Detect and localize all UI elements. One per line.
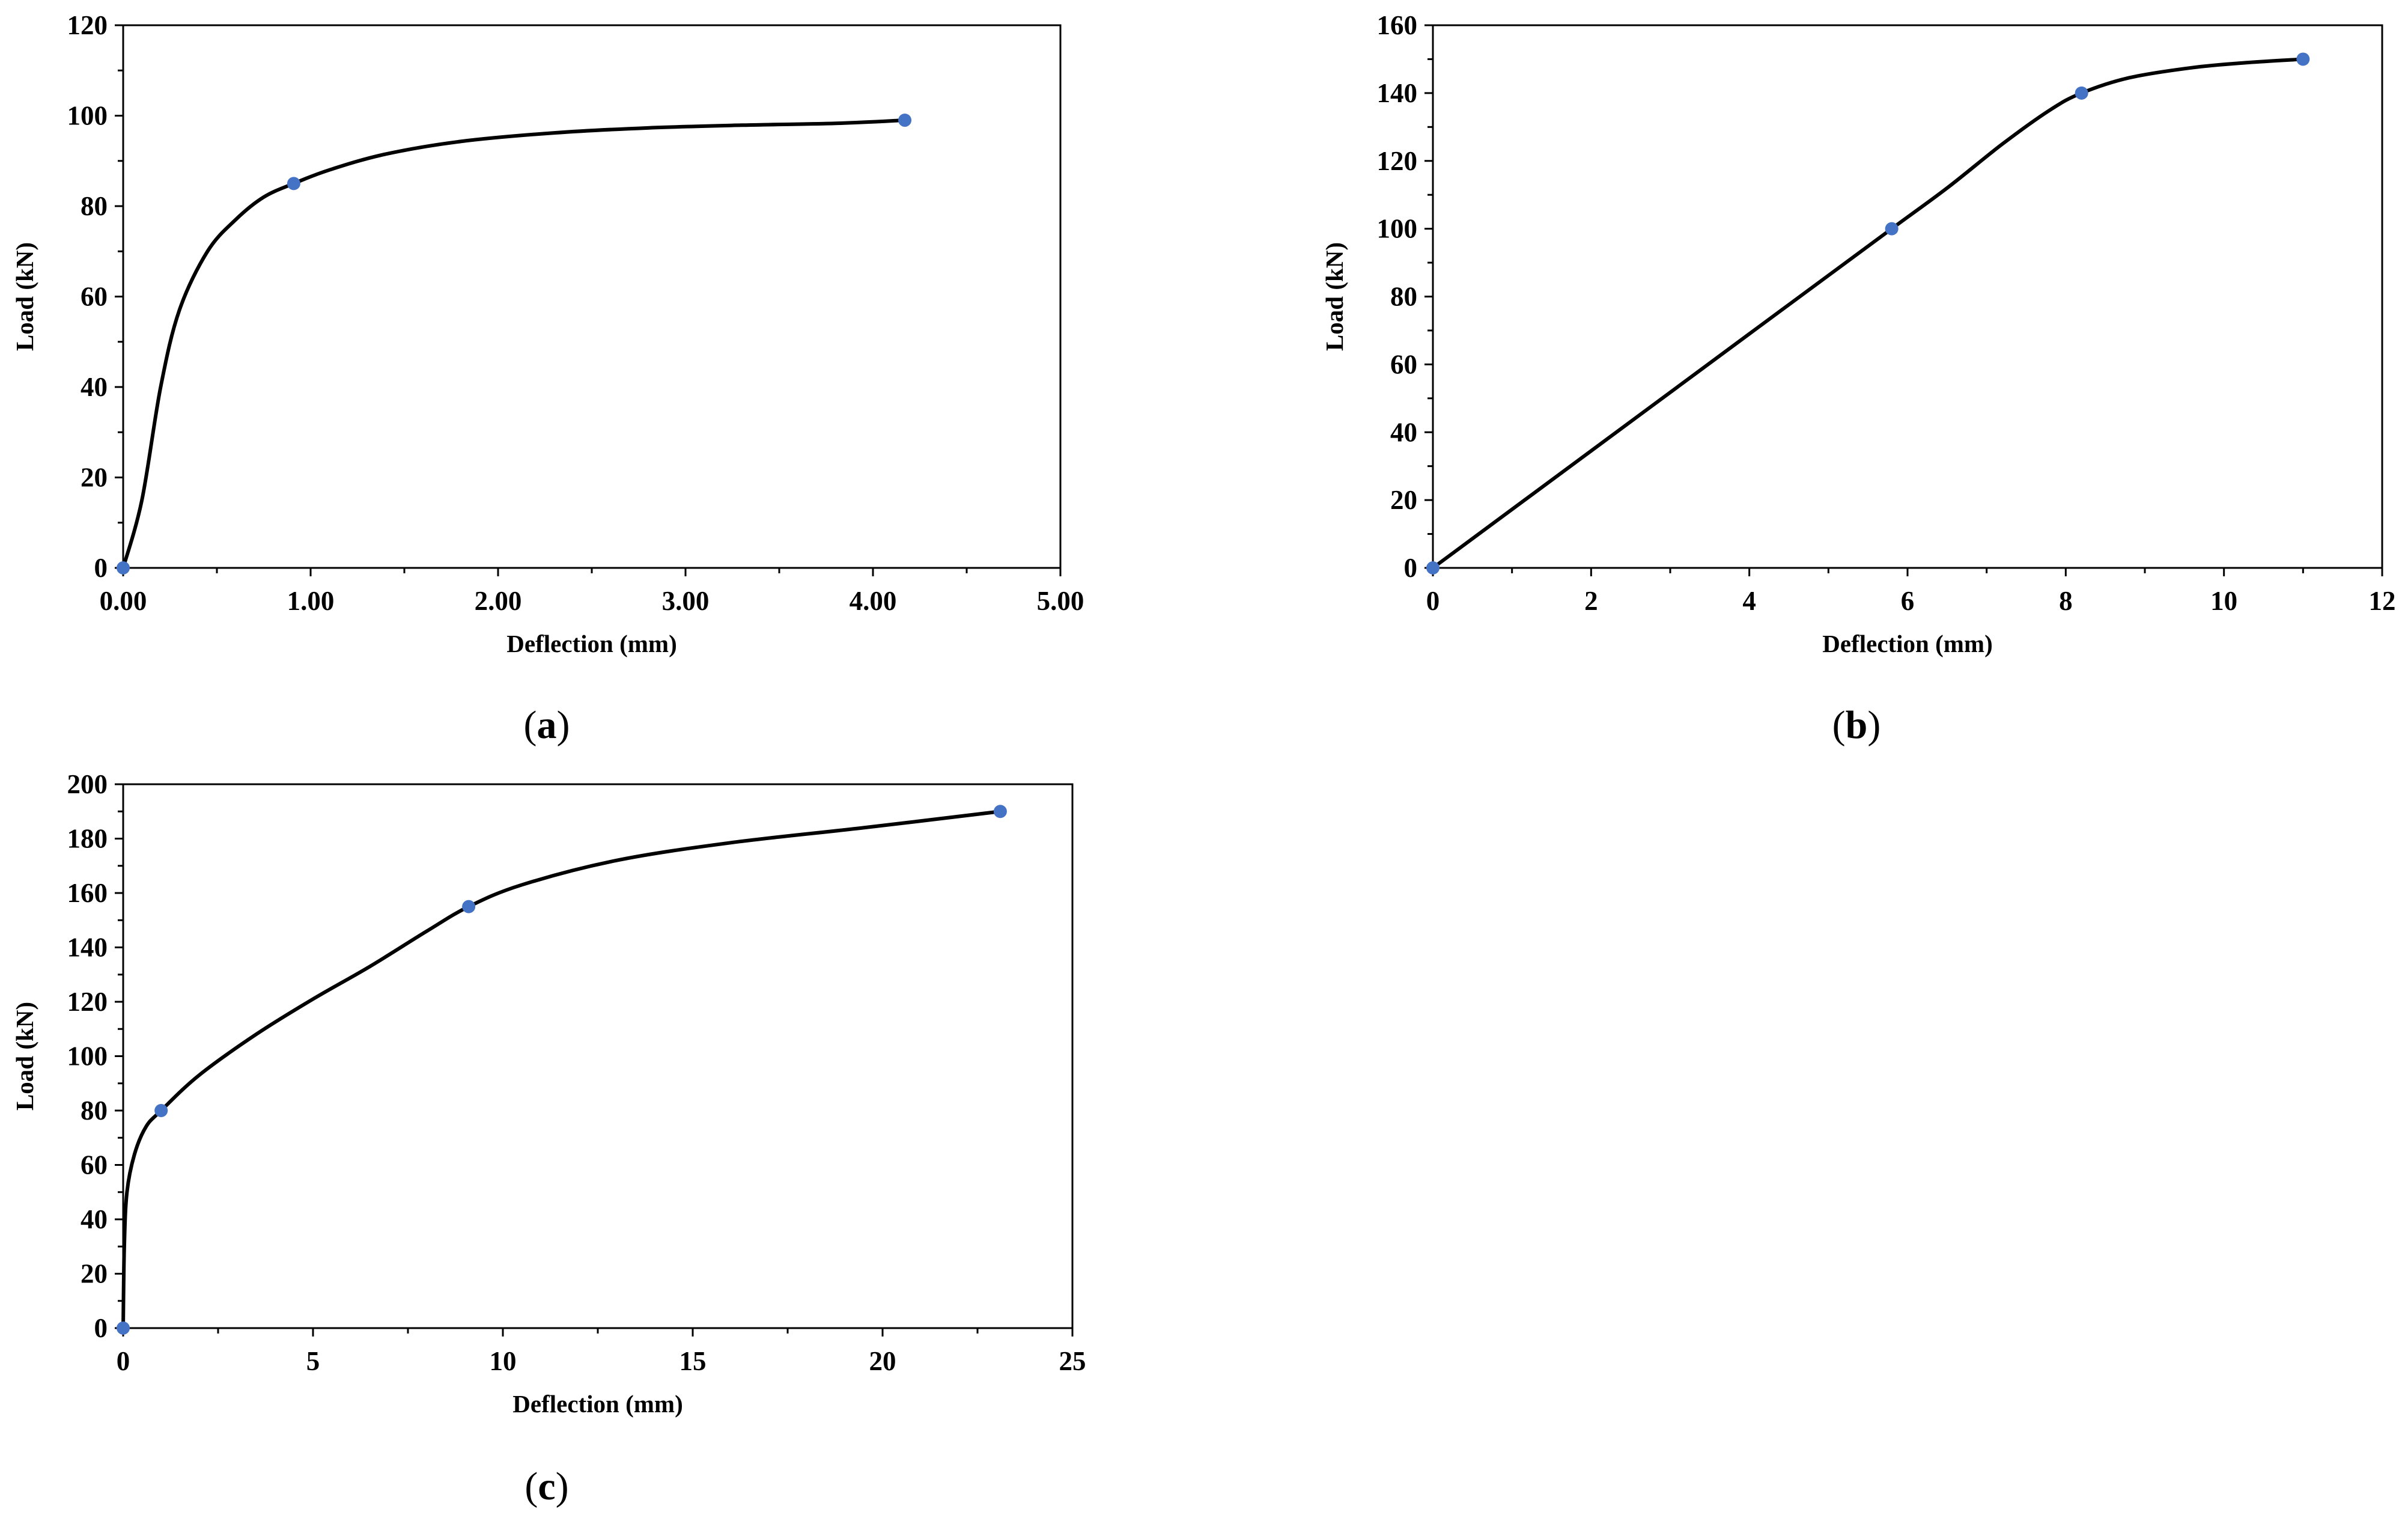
x-axis-title-a: Deflection (mm) — [506, 630, 676, 657]
x-tick-label-c: 15 — [680, 1346, 707, 1376]
y-tick-label-b: 160 — [1377, 10, 1418, 40]
data-point-b — [2075, 86, 2088, 100]
x-tick-label-a: 4.00 — [850, 586, 897, 616]
y-tick-label-a: 100 — [67, 101, 108, 131]
y-tick-label-c: 160 — [67, 878, 108, 908]
y-tick-label-b: 100 — [1377, 214, 1418, 244]
y-tick-label-a: 60 — [81, 282, 108, 312]
y-tick-label-a: 20 — [81, 463, 108, 493]
x-tick-label-a: 0.00 — [100, 586, 147, 616]
y-tick-label-c: 0 — [94, 1313, 108, 1343]
y-tick-label-b: 60 — [1390, 349, 1417, 379]
y-tick-label-a: 80 — [81, 191, 108, 221]
y-tick-label-c: 120 — [67, 987, 108, 1017]
series-line-a — [121, 118, 907, 570]
data-point-b — [1885, 222, 1899, 236]
data-point-c — [117, 1321, 130, 1335]
plot-area-a — [122, 24, 1062, 569]
x-tick-label-a: 3.00 — [662, 586, 710, 616]
x-tick-label-a: 5.00 — [1037, 586, 1084, 616]
x-tick-label-a: 2.00 — [475, 586, 522, 616]
y-tick-label-b: 120 — [1377, 146, 1418, 176]
chart-c: 0 5 10 15 20 25 0 20 40 60 80 100 120 140 160 180 200 Def… — [11, 769, 1086, 1418]
panel-label-b: (b) — [1832, 703, 1881, 747]
y-tick-label-a: 0 — [94, 553, 108, 583]
panel-letter-c: c — [538, 1465, 555, 1508]
data-point-b — [2296, 52, 2310, 66]
x-axis-title-b: Deflection (mm) — [1822, 630, 1992, 657]
y-tick-label-b: 140 — [1377, 78, 1418, 108]
x-tick-label-b: 8 — [2059, 586, 2073, 616]
y-tick-label-c: 140 — [67, 933, 108, 963]
x-tick-label-c: 25 — [1059, 1346, 1086, 1376]
x-tick-label-c: 20 — [869, 1346, 896, 1376]
chart-a: 0.00 1.00 2.00 3.00 4.00 5.00 0 20 40 60 80 100 120 D… — [11, 10, 1084, 657]
x-tick-label-c: 0 — [117, 1346, 130, 1376]
y-tick-label-c: 100 — [67, 1041, 108, 1071]
y-tick-label-a: 40 — [81, 372, 108, 402]
chart-b: 0 2 4 6 8 10 12020406080100120140160Deflection… — [1321, 10, 2396, 657]
y-tick-label-c: 20 — [81, 1259, 108, 1289]
x-tick-label-b: 2 — [1584, 586, 1598, 616]
data-point-c — [154, 1104, 168, 1117]
y-tick-label-c: 40 — [81, 1204, 108, 1234]
y-tick-label-c: 200 — [67, 769, 108, 799]
x-tick-label-c: 10 — [490, 1346, 517, 1376]
y-tick-label-b: 0 — [1404, 553, 1418, 583]
x-tick-label-b: 10 — [2210, 586, 2237, 616]
data-point-b — [1426, 561, 1440, 575]
y-tick-label-b: 80 — [1390, 282, 1417, 312]
y-tick-label-b: 20 — [1390, 485, 1417, 515]
y-tick-label-c: 180 — [67, 824, 108, 854]
y-axis-title-b: Load (kN) — [1321, 242, 1348, 351]
panel-letter-b: b — [1846, 703, 1868, 747]
y-axis-title-c: Load (kN) — [11, 1002, 38, 1111]
plot-area-b — [1432, 24, 2383, 569]
x-tick-label-c: 5 — [306, 1346, 320, 1376]
data-point-a — [898, 114, 912, 127]
x-axis-title-c: Deflection (mm) — [512, 1390, 683, 1418]
x-tick-label-b: 12 — [2369, 586, 2396, 616]
x-tick-label-b: 4 — [1742, 586, 1756, 616]
data-point-a — [287, 177, 300, 191]
data-point-a — [117, 561, 130, 575]
panel-letter-a: a — [537, 703, 557, 747]
y-tick-label-c: 80 — [81, 1096, 108, 1126]
x-tick-label-b: 6 — [1901, 586, 1915, 616]
y-tick-label-c: 60 — [81, 1150, 108, 1180]
x-tick-label-b: 0 — [1426, 586, 1440, 616]
y-tick-label-a: 120 — [67, 10, 108, 40]
y-axis-title-a: Load (kN) — [11, 242, 38, 351]
series-line-c — [121, 809, 1002, 1330]
panel-label-a: (a) — [524, 703, 570, 747]
data-point-c — [993, 805, 1007, 818]
panel-label-c: (c) — [524, 1465, 568, 1508]
series-line-b — [1431, 57, 2305, 570]
y-tick-label-b: 40 — [1390, 417, 1417, 447]
x-tick-label-a: 1.00 — [287, 586, 335, 616]
data-point-c — [462, 900, 476, 913]
